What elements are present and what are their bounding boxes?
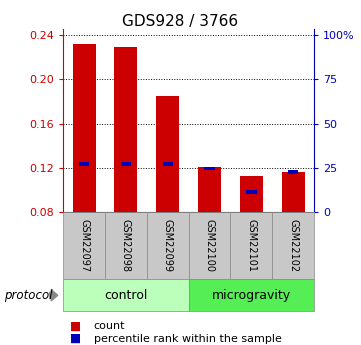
Bar: [156, 96, 179, 212]
Text: protocol: protocol: [4, 289, 52, 302]
Text: GSM22102: GSM22102: [288, 219, 298, 272]
Bar: [79, 162, 89, 166]
Text: count: count: [94, 321, 125, 331]
Bar: [288, 170, 298, 175]
Bar: [204, 167, 215, 170]
Bar: [246, 190, 257, 195]
Text: GSM22097: GSM22097: [79, 219, 89, 272]
Text: microgravity: microgravity: [212, 289, 291, 302]
Text: GSM22101: GSM22101: [246, 219, 256, 272]
Bar: [162, 162, 173, 166]
Text: GSM22098: GSM22098: [121, 219, 131, 272]
Bar: [121, 162, 131, 166]
Bar: [114, 47, 138, 212]
Bar: [240, 176, 263, 212]
Text: ■: ■: [70, 332, 82, 345]
Bar: [73, 44, 96, 212]
Text: ■: ■: [70, 319, 82, 333]
Bar: [198, 167, 221, 212]
Text: GDS928 / 3766: GDS928 / 3766: [122, 14, 239, 29]
Text: control: control: [104, 289, 148, 302]
Text: percentile rank within the sample: percentile rank within the sample: [94, 334, 282, 344]
Text: GSM22100: GSM22100: [205, 219, 214, 272]
Text: GSM22099: GSM22099: [163, 219, 173, 272]
Bar: [282, 172, 305, 212]
